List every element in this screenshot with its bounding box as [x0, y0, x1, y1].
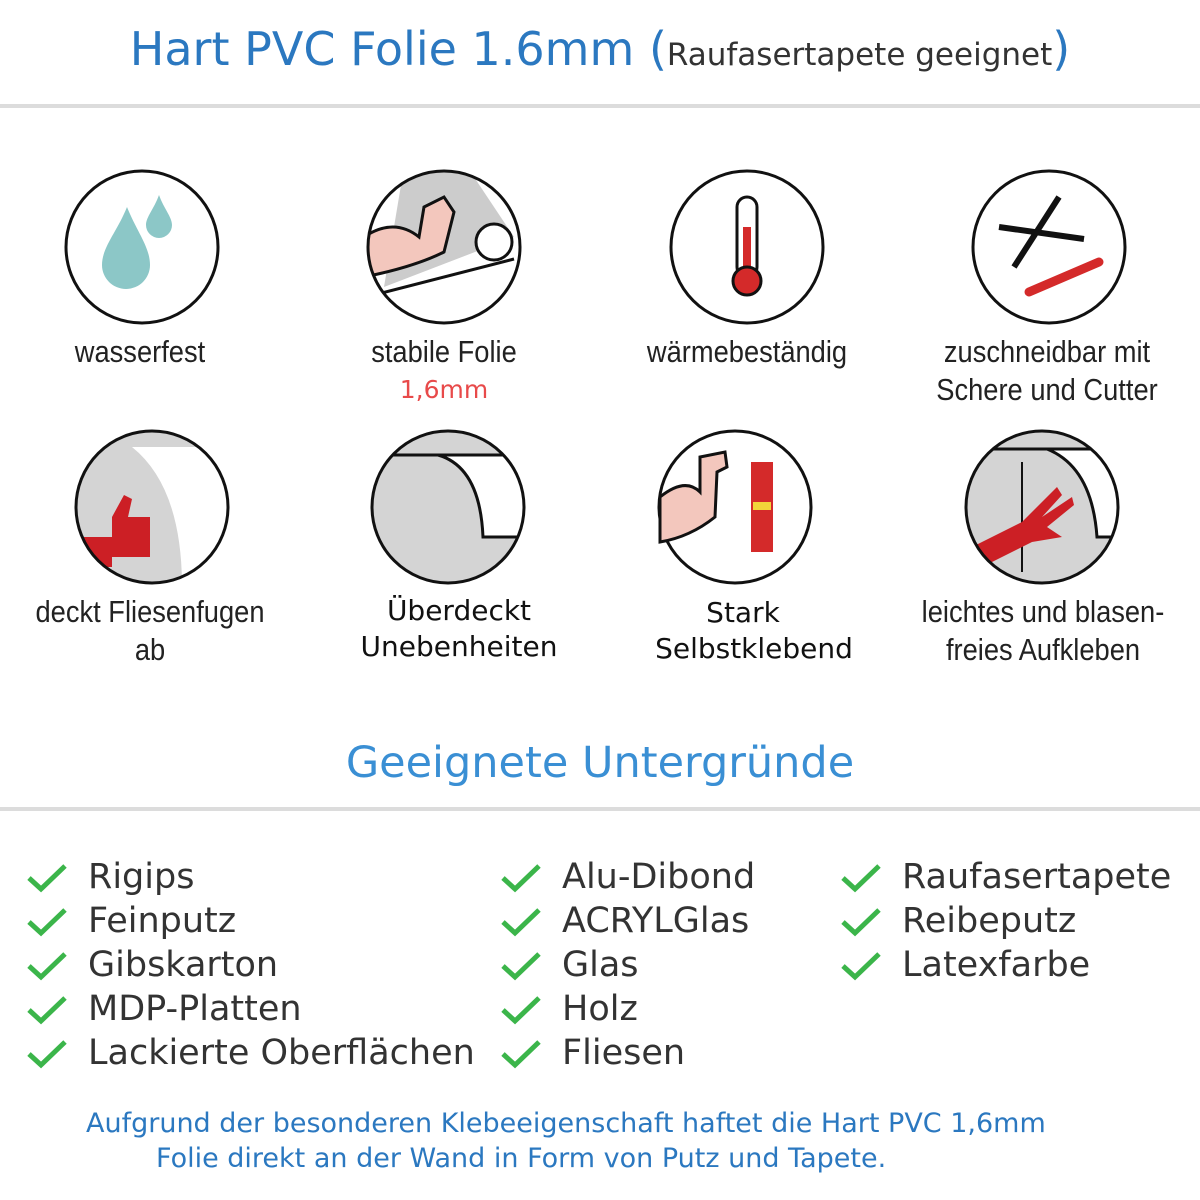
surface-label: Reibeputz [902, 901, 1077, 941]
thermometer-icon [669, 169, 825, 325]
checkmark-icon [501, 908, 541, 937]
checkmark-icon [841, 952, 881, 981]
surface-label: Glas [562, 945, 639, 985]
surface-item: Feinputz [26, 899, 475, 943]
section-title: Geeignete Untergründe [345, 738, 855, 788]
feature-label: Stark [706, 596, 780, 629]
footer-line: Folie direkt an der Wand in Form von Put… [156, 1143, 887, 1174]
feature-label: Unebenheiten [360, 630, 558, 663]
feature-label: zuschneidbar mit [943, 334, 1151, 369]
feature-label: wärmebeständig [646, 334, 848, 369]
surface-label: Raufasertapete [902, 857, 1172, 897]
surface-label: Fliesen [562, 1033, 686, 1073]
title-main: Hart PVC Folie 1.6mm [129, 22, 635, 76]
checkmark-icon [501, 864, 541, 893]
checkmark-icon [841, 908, 881, 937]
surface-item: Glas [500, 943, 755, 987]
checkmark-icon [27, 864, 67, 893]
footer-note: Aufgrund der besonderen Klebeeigenschaft… [0, 1106, 1200, 1176]
checkmark-icon [27, 952, 67, 981]
checkmark-icon [841, 864, 881, 893]
surface-label: Rigips [88, 857, 195, 897]
feature-label: stabile Folie [371, 334, 517, 369]
surface-label: Gibskarton [88, 945, 279, 985]
feature-label: wasserfest [74, 334, 206, 369]
surface-item: Lackierte Oberflächen [26, 1031, 475, 1075]
surface-label: Holz [562, 989, 638, 1029]
surface-label: ACRYLGlas [562, 901, 750, 941]
water-drops-icon [64, 169, 220, 325]
surface-label: Latexfarbe [902, 945, 1091, 985]
checkmark-icon [27, 996, 67, 1025]
hand-smoothing-icon [964, 429, 1120, 585]
thumbs-up-tiles-icon [74, 429, 230, 585]
page-title: Hart PVC Folie 1.6mm (Raufasertapete gee… [0, 22, 1200, 76]
title-subtitle: Raufasertapete geeignet [666, 37, 1053, 73]
foil-corner-icon [370, 429, 526, 585]
scissors-cutter-icon [971, 169, 1127, 325]
surface-item: ACRYLGlas [500, 899, 755, 943]
surface-label: Lackierte Oberflächen [88, 1033, 475, 1073]
surface-item: Holz [500, 987, 755, 1031]
surface-list-col2: Alu-Dibond ACRYLGlas Glas Holz Fliesen [500, 855, 755, 1075]
checkmark-icon [27, 908, 67, 937]
checkmark-icon [501, 996, 541, 1025]
surface-label: MDP-Platten [88, 989, 302, 1029]
surface-item: Latexfarbe [840, 943, 1171, 987]
surface-item: Reibeputz [840, 899, 1171, 943]
surface-item: Alu-Dibond [500, 855, 755, 899]
divider [0, 807, 1200, 811]
feature-label: Schere und Cutter [936, 372, 1158, 407]
surface-item: Gibskarton [26, 943, 475, 987]
strong-arm-roll-icon [366, 169, 522, 325]
feature-label: freies Aufkleben [945, 632, 1141, 667]
footer-line: Aufgrund der besonderen Klebeeigenschaft… [86, 1108, 1046, 1139]
feature-label: leichtes und blasen- [921, 594, 1165, 629]
checkmark-icon [501, 1040, 541, 1069]
strong-arm-glue-icon [657, 429, 813, 585]
checkmark-icon [27, 1040, 67, 1069]
surface-list-col1: Rigips Feinputz Gibskarton MDP-Platten Lacki… [26, 855, 475, 1075]
surface-label: Feinputz [88, 901, 237, 941]
feature-label: Selbstklebend [655, 632, 853, 665]
feature-label: Überdeckt [386, 594, 532, 627]
paren: ( [648, 22, 667, 76]
surface-label: Alu-Dibond [562, 857, 756, 897]
surface-item: MDP-Platten [26, 987, 475, 1031]
feature-label: deckt Fliesenfugen ab [35, 594, 265, 667]
paren: ) [1052, 22, 1071, 76]
divider [0, 104, 1200, 108]
surface-item: Fliesen [500, 1031, 755, 1075]
surface-list-col3: Raufasertapete Reibeputz Latexfarbe [840, 855, 1171, 987]
feature-thickness: 1,6mm [399, 375, 489, 404]
checkmark-icon [501, 952, 541, 981]
surface-item: Rigips [26, 855, 475, 899]
surface-item: Raufasertapete [840, 855, 1171, 899]
